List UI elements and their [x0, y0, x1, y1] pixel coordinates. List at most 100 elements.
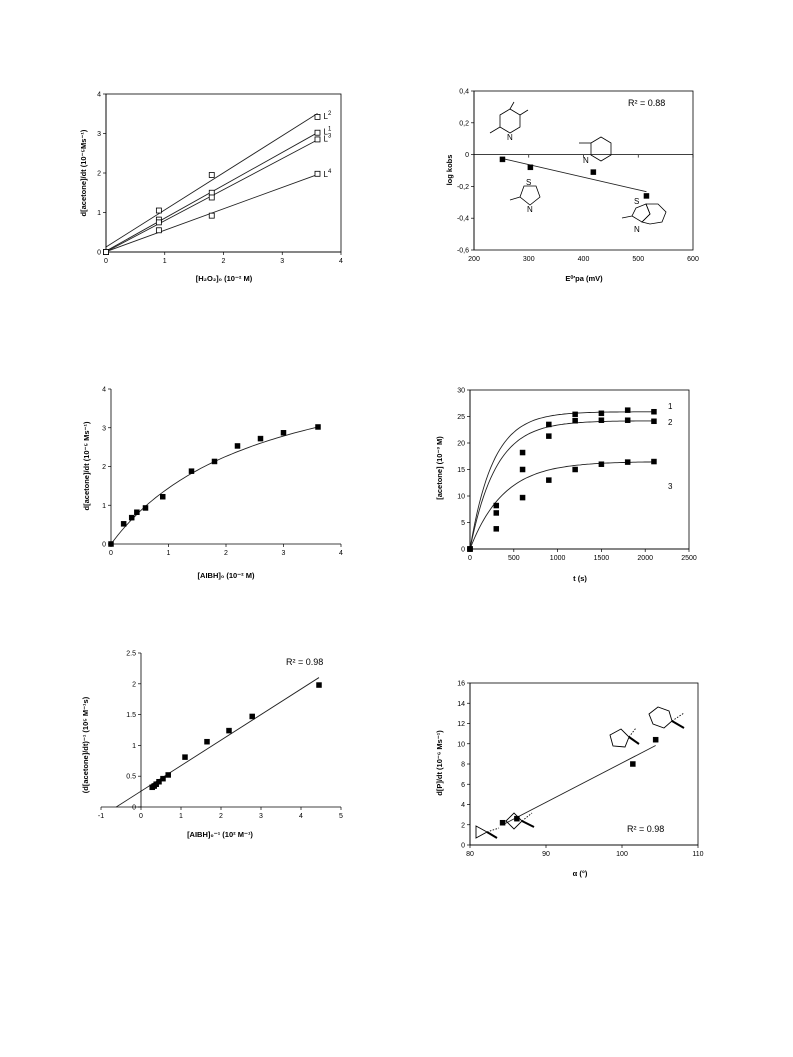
y-tick-label: 0: [461, 843, 465, 850]
data-point: [643, 193, 650, 199]
data-point: [651, 458, 657, 465]
data-point: [652, 736, 659, 743]
x-tick-label: 2000: [637, 555, 653, 562]
chart-2-r2-annotation: R² = 0.88: [628, 98, 665, 108]
svg-text:N: N: [634, 225, 640, 234]
chart-2-structure-methylpyridine: N: [579, 136, 612, 165]
x-tick-label: 110: [692, 851, 703, 858]
data-point: [103, 249, 109, 255]
data-point: [160, 775, 166, 782]
data-point: [188, 468, 195, 474]
data-point: [226, 727, 232, 734]
y-tick-label: 1: [102, 503, 106, 510]
chart-6-r2-annotation: R² = 0.98: [627, 824, 664, 834]
data-point: [128, 514, 135, 521]
data-point: [257, 435, 264, 442]
chart-4: 0 500 1000 1500 2000 2500 0 5 10 15 20 25 30 1 2 3 t (…: [435, 388, 697, 584]
data-point: [499, 156, 506, 163]
data-point: [624, 459, 631, 465]
y-tick-label: 3: [97, 131, 101, 138]
chart-3-ticks: 0 1 2 3 4 0 1 2 3 4: [102, 387, 343, 558]
chart-2-fit-line: [502, 158, 647, 193]
x-tick-label: 4: [299, 813, 303, 820]
y-tick-label: 12: [457, 721, 465, 728]
y-tick-label: 4: [97, 92, 101, 99]
chart-6-ticks: 80 90 100 110 0 2 4 6 8 10 12 14 16: [457, 681, 703, 859]
chart-6-structure-cyclohexyl: [648, 706, 685, 729]
data-point: [156, 778, 162, 785]
y-tick-label: 1: [132, 743, 136, 750]
chart-3-x-label: [AIBH]₀ (10⁻² M): [198, 571, 255, 580]
y-tick-label: 20: [457, 441, 465, 448]
y-tick-label: 5: [461, 520, 465, 527]
fit-curve-3: [469, 461, 654, 550]
y-tick-label: 2.5: [126, 651, 136, 658]
y-tick-label: 0: [132, 805, 136, 812]
x-tick-label: 0: [468, 555, 472, 562]
chart-3-y-label: d[acetone]/dt (10⁻⁵ Ms⁻¹): [82, 421, 91, 510]
data-point: [651, 418, 657, 425]
y-tick-label: 2: [461, 822, 465, 829]
x-tick-label: 500: [632, 256, 644, 263]
chart-1-points: [103, 114, 321, 255]
fit-line-series: [115, 677, 320, 808]
x-tick-label: 2: [224, 550, 228, 557]
data-point: [651, 408, 657, 415]
chart-1-ticks: 0 1 2 3 4 0 1 2 3 4: [97, 92, 343, 266]
data-point: [519, 494, 526, 501]
y-tick-label: 3: [102, 425, 106, 432]
fit-curve-2: [469, 420, 655, 550]
chart-4-series-labels: 1 2 3: [668, 402, 673, 491]
data-point: [155, 207, 162, 214]
y-tick-label: 0,2: [459, 120, 469, 127]
data-point: [234, 443, 241, 449]
data-point: [314, 170, 321, 177]
chart-6: 80 90 100 110 0 2 4 6 8 10 12 14 16 α (°) d[P]/dt (1…: [435, 681, 704, 879]
data-point: [280, 430, 287, 436]
data-point: [155, 219, 162, 226]
data-point: [598, 410, 605, 417]
fit-curve-1: [469, 411, 654, 550]
y-tick-label: 2: [102, 464, 106, 471]
y-tick-label: 2: [132, 681, 136, 688]
chart-6-points: [499, 736, 659, 826]
data-point: [165, 772, 171, 778]
series-label-3: 3: [668, 482, 673, 491]
data-point: [142, 505, 149, 511]
chart-4-x-label: t (s): [573, 574, 587, 583]
data-point: [572, 411, 578, 418]
chart-5-y-label: (d[acetone]/dt)⁻¹ (10⁵ M⁻¹s): [81, 696, 90, 793]
data-point: [572, 466, 578, 473]
series-label-L1: L1: [324, 127, 332, 137]
y-tick-label: 0: [97, 250, 101, 257]
x-tick-label: 1500: [594, 555, 610, 562]
data-point: [546, 421, 552, 428]
chart-5-points: [149, 682, 322, 791]
series-label-L4: L4: [324, 169, 332, 179]
chart-5-r2-annotation: R² = 0.98: [286, 657, 323, 667]
chart-5: -1 0 1 2 3 4 5 0 0.5 1 1.5 2 2.5 [AIBH]₀⁻¹ (10² M⁻¹)…: [81, 651, 343, 840]
chart-1-x-label: [H₂O₂]₀ (10⁻² M): [196, 274, 253, 283]
data-point: [546, 433, 552, 439]
chart-5-fit-line: [115, 677, 320, 808]
chart-2-structure-methylbenzothiazole: S N: [621, 197, 667, 234]
y-tick-label: 30: [457, 388, 465, 395]
x-tick-label: 4: [339, 258, 343, 265]
svg-text:S: S: [526, 178, 531, 187]
y-tick-label: 8: [461, 762, 465, 769]
chart-2-plot-frame: [473, 90, 694, 251]
y-tick-label: 15: [457, 467, 465, 474]
chart-4-points: [467, 407, 657, 552]
data-point: [493, 510, 500, 516]
data-point: [493, 526, 500, 532]
chart-6-y-label: d[P]/dt (10⁻⁶ Ms⁻¹): [435, 730, 444, 796]
x-tick-label: 100: [616, 851, 628, 858]
data-point: [208, 194, 215, 201]
data-point: [208, 212, 215, 219]
y-tick-label: 4: [102, 387, 106, 394]
x-tick-label: 4: [339, 550, 343, 557]
y-tick-label: 14: [457, 701, 465, 708]
data-point: [546, 477, 552, 483]
